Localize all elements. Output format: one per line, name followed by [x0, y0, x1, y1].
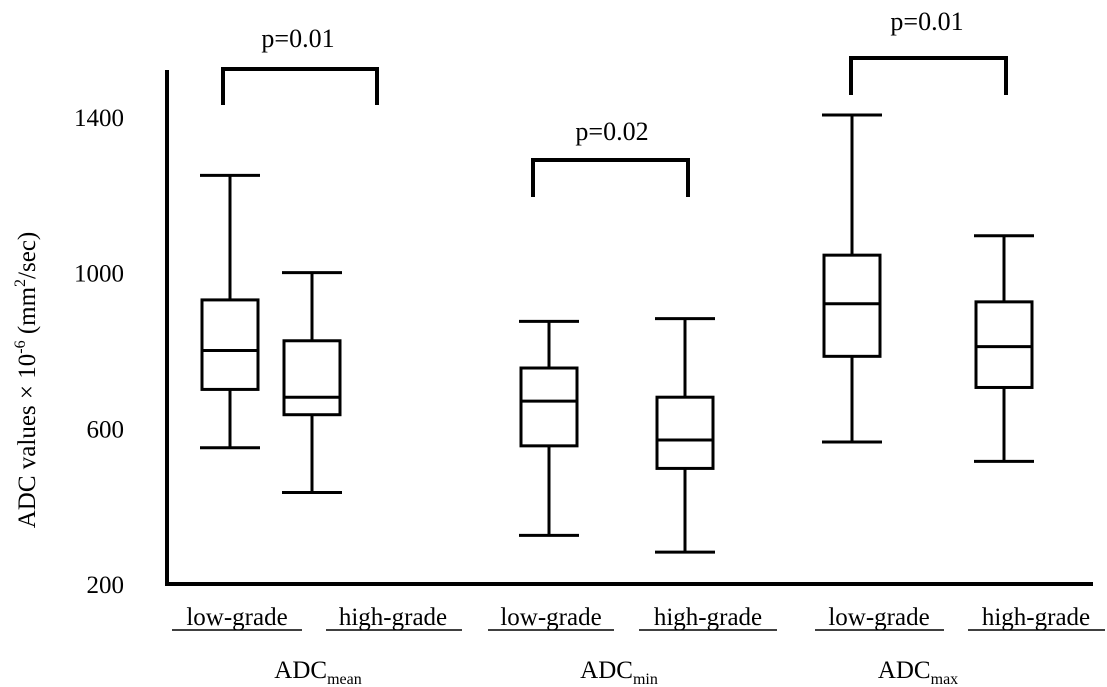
p-value-label: p=0.01 [890, 7, 963, 36]
bracket-mean: p=0.01 [221, 24, 379, 105]
category-label: low-grade [828, 604, 929, 631]
bracket-max: p=0.01 [849, 7, 1008, 95]
box-max-high-grade [974, 234, 1034, 463]
axes [165, 70, 1093, 586]
box-min-low-grade [519, 319, 579, 537]
category-labels: low-grade high-grade low-grade high-grade lo… [172, 604, 1105, 631]
y-tick-label: 1400 [74, 105, 124, 132]
p-value-label: p=0.01 [261, 24, 334, 53]
significance-brackets: p=0.01 p=0.02 p=0.01 [221, 7, 1008, 197]
iqr-box [200, 298, 260, 391]
bracket-min: p=0.02 [531, 117, 690, 197]
iqr-box [822, 253, 882, 358]
box-plots [200, 113, 1034, 554]
y-tick-labels: 200 600 1000 1400 [74, 105, 124, 599]
iqr-box [519, 366, 579, 448]
y-tick-label: 200 [87, 572, 125, 599]
category-label: high-grade [654, 604, 762, 631]
group-labels: ADCmean ADCmin ADCmax [274, 657, 958, 687]
group-label-max: ADCmax [878, 657, 958, 687]
y-tick-label: 1000 [74, 261, 124, 288]
y-tick-label: 600 [87, 416, 125, 443]
box-mean-high-grade [282, 271, 342, 495]
box-min-high-grade [655, 317, 715, 554]
group-label-mean: ADCmean [274, 657, 361, 687]
iqr-box [974, 300, 1034, 389]
group-label-min: ADCmin [580, 657, 658, 687]
bracket-line [849, 56, 1008, 95]
bracket-line [221, 67, 379, 105]
p-value-label: p=0.02 [575, 117, 648, 146]
iqr-box [282, 339, 342, 417]
box-mean-low-grade [200, 173, 260, 450]
category-label: low-grade [500, 604, 601, 631]
category-label: high-grade [339, 604, 447, 631]
box-max-low-grade [822, 113, 882, 444]
category-label: high-grade [982, 604, 1090, 631]
bracket-line [531, 158, 690, 197]
y-axis-label: ADC values × 10-6 (mm2/sec) [12, 232, 41, 529]
category-label: low-grade [186, 604, 287, 631]
iqr-box [655, 395, 715, 470]
